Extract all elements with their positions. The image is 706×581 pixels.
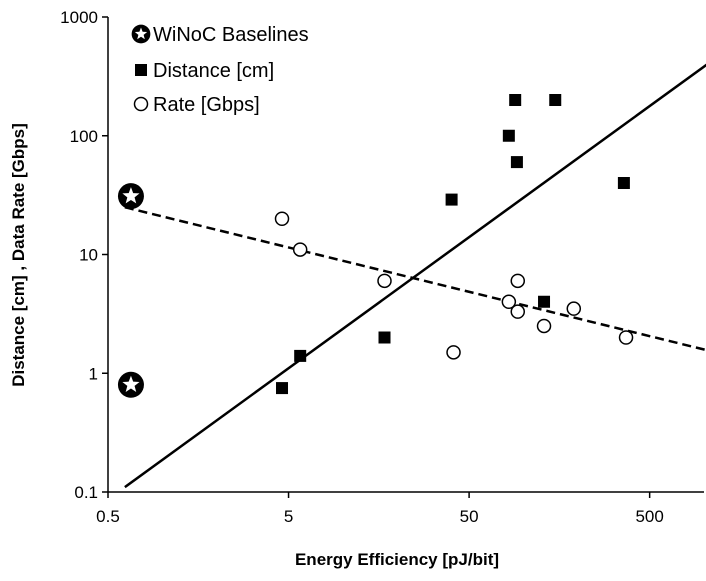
baseline-point xyxy=(117,183,144,210)
rate-point xyxy=(618,330,634,345)
axes: 0.1 1 10 100 1000 0.5 5 50 500 xyxy=(60,8,704,526)
legend-marker xyxy=(131,24,151,44)
y-tick-label: 10 xyxy=(79,246,98,265)
x-tick-label: 50 xyxy=(460,507,479,526)
rate-trend-line xyxy=(124,206,706,352)
distance-point xyxy=(510,156,523,169)
rate-point xyxy=(292,242,308,257)
x-tick-label: 0.5 xyxy=(96,507,120,526)
legend-marker xyxy=(135,64,147,76)
data-points xyxy=(117,94,634,398)
distance-point xyxy=(502,129,515,142)
legend-label: WiNoC Baselines xyxy=(153,24,309,46)
distance-point xyxy=(294,349,307,362)
distance-point xyxy=(509,94,522,107)
x-tick-label: 5 xyxy=(284,507,293,526)
y-tick-label: 100 xyxy=(70,127,98,146)
distance-point xyxy=(538,295,551,308)
rate-point xyxy=(510,304,526,319)
trend-lines xyxy=(124,63,706,489)
y-tick-label: 1000 xyxy=(60,8,98,27)
legend-label: Distance [cm] xyxy=(153,60,274,82)
y-tick-label: 0.1 xyxy=(74,483,98,502)
rate-point xyxy=(510,273,526,289)
distance-point xyxy=(378,331,391,344)
star-icon xyxy=(134,27,148,40)
rate-point xyxy=(446,345,461,360)
x-axis-title: Energy Efficiency [pJ/bit] xyxy=(295,550,499,569)
legend: WiNoC Baselines Distance [cm] Rate [Gbps] xyxy=(131,24,309,116)
distance-point xyxy=(445,193,458,206)
star-icon xyxy=(122,187,140,204)
distance-trend-line xyxy=(124,63,706,489)
legend-marker xyxy=(133,96,149,112)
rate-point xyxy=(377,273,392,289)
distance-point xyxy=(276,382,289,395)
x-tick-label: 500 xyxy=(635,507,663,526)
distance-point xyxy=(617,177,630,190)
rate-point xyxy=(536,318,552,334)
star-icon xyxy=(122,375,140,393)
y-axis-title: Distance [cm] , Data Rate [Gbps] xyxy=(9,123,28,387)
rate-point xyxy=(566,301,582,316)
rate-point xyxy=(274,211,290,227)
rate-point xyxy=(501,294,517,310)
baseline-point xyxy=(117,371,144,398)
legend-label: Rate [Gbps] xyxy=(153,94,260,116)
y-tick-label: 1 xyxy=(89,364,98,383)
distance-point xyxy=(549,94,562,107)
